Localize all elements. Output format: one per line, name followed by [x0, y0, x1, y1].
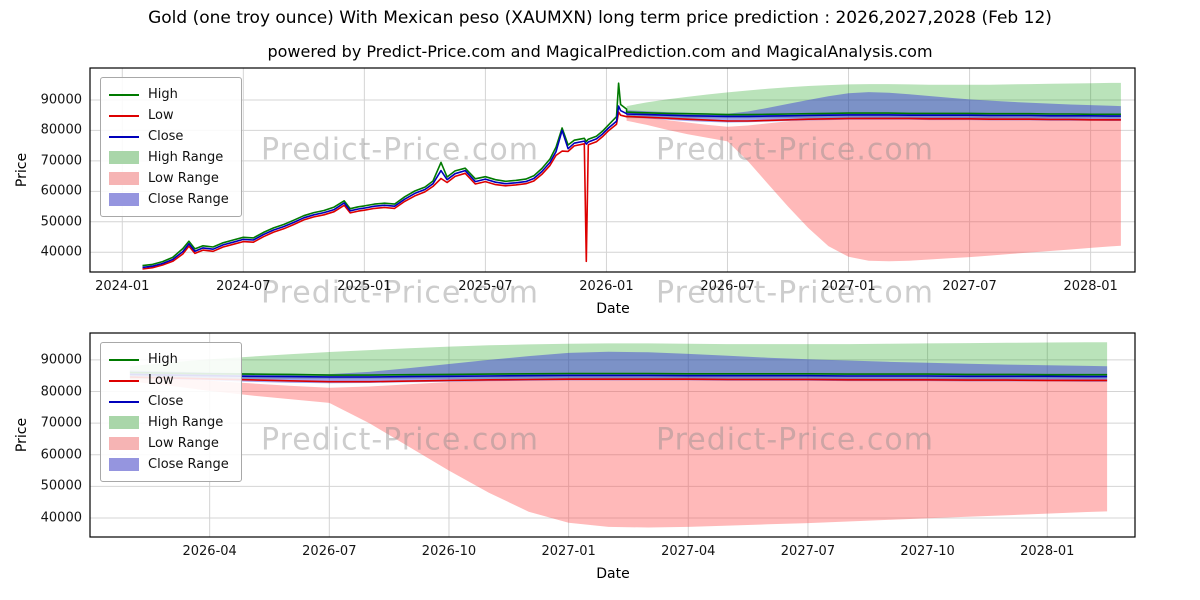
legend-patch-swatch: [109, 193, 139, 206]
legend-item: Close Range: [109, 189, 229, 210]
legend-label: High: [148, 87, 178, 102]
series-line-low: [142, 111, 1121, 270]
bottom-y-axis-label: Price: [14, 417, 30, 453]
legend-line-swatch: [109, 379, 139, 382]
legend-item: High: [109, 84, 229, 105]
top-y-axis-label: Price: [14, 152, 30, 188]
legend-label: High Range: [148, 150, 224, 165]
y-tick-label: 40000: [40, 510, 82, 526]
x-tick-label: 2027-01: [541, 544, 596, 559]
x-tick-label: 2027-10: [900, 544, 955, 559]
legend-item: High Range: [109, 412, 229, 433]
legend-label: Close: [148, 394, 184, 409]
legend-item: High: [109, 349, 229, 370]
legend-item: Close Range: [109, 454, 229, 475]
series-line-high: [142, 82, 1121, 267]
legend-item: Close: [109, 126, 229, 147]
series-line-low: [129, 376, 1108, 383]
legend: High Low Close High Range Low Range Close Ran…: [100, 77, 242, 217]
y-tick-label: 80000: [40, 122, 82, 138]
legend-label: Low: [148, 373, 174, 388]
legend-label: High: [148, 352, 178, 367]
y-tick-label: 60000: [40, 183, 82, 199]
x-tick-label: 2027-01: [821, 279, 876, 294]
y-tick-label: 90000: [40, 92, 82, 108]
chart-subtitle: powered by Predict-Price.com and Magical…: [267, 42, 933, 61]
x-tick-label: 2028-01: [1020, 544, 1075, 559]
x-tick-label: 2026-04: [182, 544, 237, 559]
legend-item: Low: [109, 105, 229, 126]
legend-item: Close: [109, 391, 229, 412]
legend-label: Low: [148, 108, 174, 123]
x-tick-label: 2026-01: [579, 279, 634, 294]
legend-patch-swatch: [109, 437, 139, 450]
y-tick-label: 90000: [40, 352, 82, 368]
legend-label: High Range: [148, 415, 224, 430]
legend-label: Close Range: [148, 457, 229, 472]
band-low_range: [626, 115, 1121, 262]
y-tick-label: 70000: [40, 153, 82, 169]
legend-patch-swatch: [109, 172, 139, 185]
legend-line-swatch: [109, 135, 139, 138]
x-tick-label: 2025-07: [458, 279, 513, 294]
legend-patch-swatch: [109, 151, 139, 164]
x-tick-label: 2027-04: [661, 544, 716, 559]
series-line-close: [129, 373, 1108, 378]
band-high_range: [626, 82, 1121, 119]
y-tick-label: 70000: [40, 415, 82, 431]
legend-label: Low Range: [148, 436, 219, 451]
x-tick-label: 2026-07: [700, 279, 755, 294]
y-tick-label: 50000: [40, 214, 82, 230]
legend-item: Low: [109, 370, 229, 391]
y-tick-label: 80000: [40, 384, 82, 399]
y-tick-label: 50000: [40, 478, 82, 494]
x-tick-label: 2026-10: [421, 544, 477, 559]
x-tick-label: 2028-01: [1063, 279, 1118, 294]
legend-line-swatch: [109, 400, 139, 403]
legend-patch-swatch: [109, 416, 139, 429]
series-line-high: [129, 371, 1108, 376]
x-tick-label: 2026-07: [302, 544, 357, 559]
axes-spine: [89, 67, 1136, 273]
legend-item: High Range: [109, 147, 229, 168]
series-line-close: [142, 105, 1121, 269]
bottom-x-axis-label: Date: [596, 566, 630, 582]
y-tick-label: 40000: [40, 244, 82, 260]
legend: High Low Close High Range Low Range Close Ran…: [100, 342, 242, 482]
x-tick-label: 2027-07: [780, 544, 836, 559]
legend-label: Close: [148, 129, 184, 144]
legend-label: Close Range: [148, 192, 229, 207]
x-tick-label: 2027-07: [942, 279, 997, 294]
x-tick-label: 2025-01: [337, 279, 392, 294]
x-tick-label: 2024-01: [95, 279, 150, 294]
top-x-axis-label: Date: [596, 301, 630, 317]
band-low_range: [129, 376, 1108, 528]
axes-spine: [89, 332, 1136, 538]
band-high_range: [129, 342, 1108, 379]
legend-label: Low Range: [148, 171, 219, 186]
legend-line-swatch: [109, 93, 139, 96]
legend-item: Low Range: [109, 168, 229, 189]
legend-line-swatch: [109, 114, 139, 117]
legend-patch-swatch: [109, 458, 139, 471]
y-tick-label: 60000: [40, 447, 82, 463]
legend-item: Low Range: [109, 433, 229, 454]
legend-line-swatch: [109, 358, 139, 361]
chart-title: Gold (one troy ounce) With Mexican peso …: [148, 8, 1052, 28]
x-tick-label: 2024-07: [216, 279, 271, 294]
